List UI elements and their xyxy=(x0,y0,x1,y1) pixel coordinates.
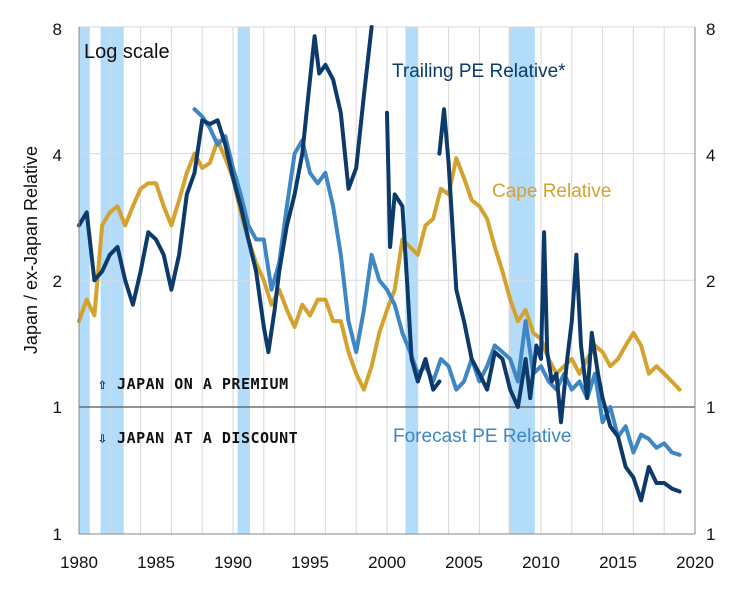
x-tick-label: 1990 xyxy=(214,553,252,572)
series-line-forecast xyxy=(192,107,682,457)
x-tick-label: 2020 xyxy=(676,553,714,572)
y-tick-label-left: 8 xyxy=(53,20,62,39)
y-tick-label-right: 1 xyxy=(706,525,715,544)
y-tick-label-right: 8 xyxy=(706,20,715,39)
x-tick-label: 1995 xyxy=(291,553,329,572)
text-labels: 1980 1985 1990 1995 2000 2005 2010 2015 2020 1 1 2 4… xyxy=(21,20,715,572)
premium-annotation: ⇧ JAPAN ON A PREMIUM xyxy=(98,375,289,393)
y-tick-label-left: 1 xyxy=(53,398,62,417)
x-tick-label: 2010 xyxy=(522,553,560,572)
axes xyxy=(78,27,696,535)
y-tick-label-right: 2 xyxy=(706,272,715,291)
series-line-trailing3 xyxy=(437,107,682,503)
x-tick-label: 2015 xyxy=(599,553,637,572)
series-line-trailing xyxy=(77,25,374,355)
y-tick-label-right: 4 xyxy=(706,146,715,165)
discount-annotation: ⇩ JAPAN AT A DISCOUNT xyxy=(98,429,298,447)
x-tick-label: 1985 xyxy=(137,553,175,572)
y-tick-label-left: 2 xyxy=(53,272,62,291)
legend-label-trailing: Trailing PE Relative* xyxy=(392,61,566,82)
x-tick-label: 1980 xyxy=(60,553,98,572)
series-lines xyxy=(77,25,682,503)
y-tick-label-left: 4 xyxy=(53,146,62,165)
series-line-trailing2 xyxy=(385,110,442,392)
scale-note: Log scale xyxy=(84,41,170,63)
y-tick-label-left: 1 xyxy=(53,525,62,544)
y-tick-label-right: 1 xyxy=(706,398,715,417)
series-line-cape xyxy=(77,138,682,392)
x-tick-label: 2000 xyxy=(368,553,406,572)
y-axis-label: Japan / ex-Japan Relative xyxy=(21,146,41,354)
x-tick-label: 2005 xyxy=(445,553,483,572)
legend-label-cape: Cape Relative xyxy=(492,181,611,202)
legend-label-forecast: Forecast PE Relative xyxy=(393,426,571,447)
